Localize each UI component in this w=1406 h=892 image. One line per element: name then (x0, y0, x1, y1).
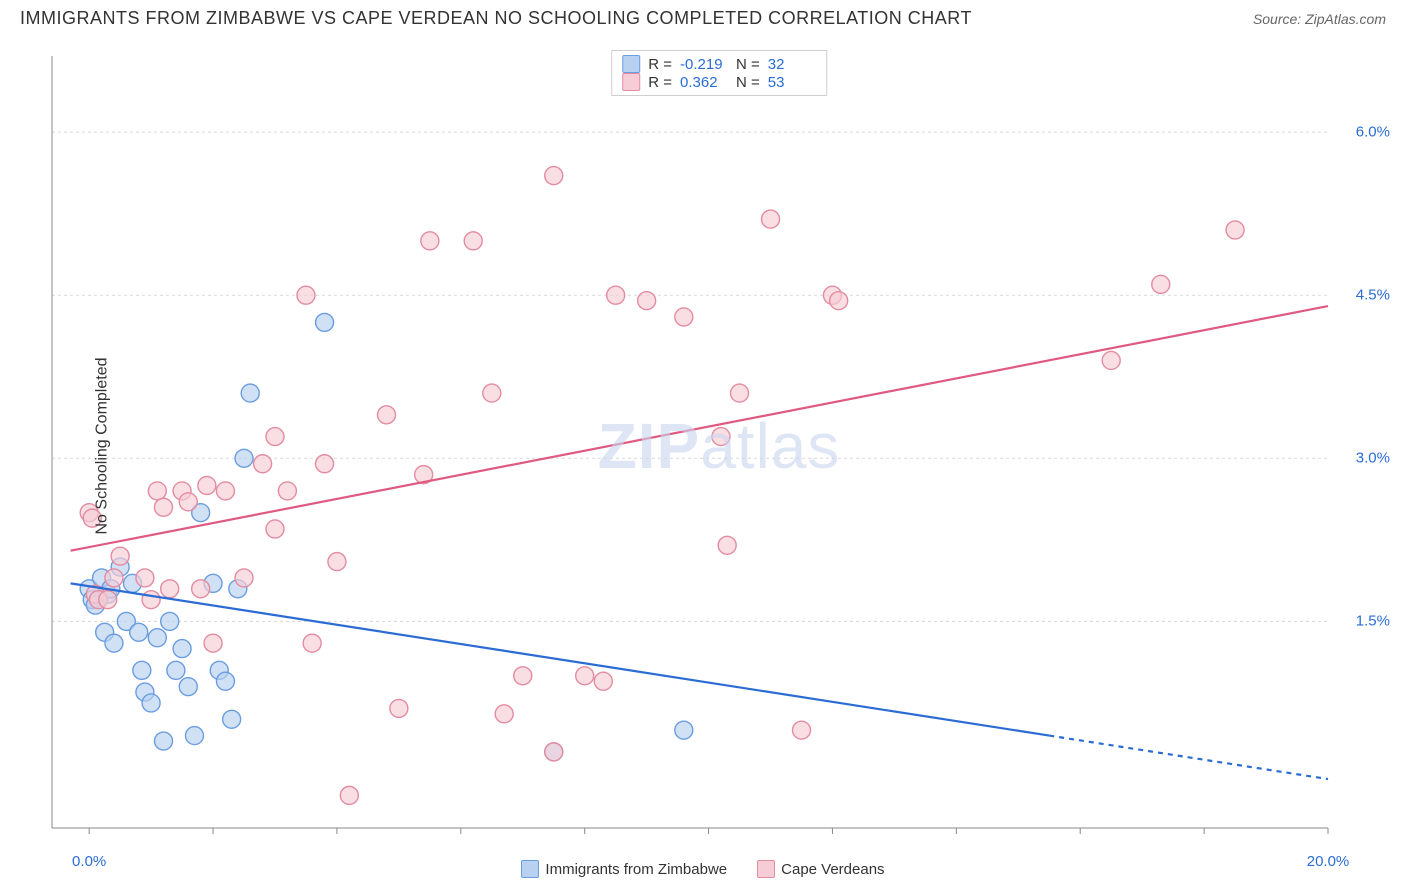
source-prefix: Source: (1253, 11, 1305, 27)
source-attribution: Source: ZipAtlas.com (1253, 11, 1386, 27)
series-legend: Immigrants from Zimbabwe Cape Verdeans (0, 860, 1406, 878)
y-tick-label: 4.5% (1356, 287, 1390, 304)
legend-item-zimbabwe: Immigrants from Zimbabwe (521, 860, 727, 878)
n-label: N = (736, 74, 760, 91)
r-label: R = (648, 56, 672, 73)
chart-title: IMMIGRANTS FROM ZIMBABWE VS CAPE VERDEAN… (20, 8, 972, 29)
legend-swatch (757, 860, 775, 878)
y-tick-label: 6.0% (1356, 124, 1390, 141)
chart-area: No Schooling Completed ZIPatlas R =-0.21… (50, 46, 1388, 846)
legend-swatch (622, 73, 640, 91)
r-value: -0.219 (680, 56, 728, 73)
source-name: ZipAtlas.com (1305, 11, 1386, 27)
n-value: 53 (768, 74, 816, 91)
corr-row-capeverde: R = 0.362 N = 53 (622, 73, 816, 91)
legend-label: Cape Verdeans (781, 861, 884, 878)
r-value: 0.362 (680, 74, 728, 91)
y-tick-label: 3.0% (1356, 450, 1390, 467)
corr-row-zimbabwe: R = -0.219 N = 32 (622, 55, 816, 73)
y-tick-label: 1.5% (1356, 613, 1390, 630)
correlation-legend: R = -0.219 N = 32 R = 0.362 N = 53 (611, 50, 827, 96)
r-label: R = (648, 74, 672, 91)
legend-swatch (521, 860, 539, 878)
legend-item-capeverde: Cape Verdeans (757, 860, 884, 878)
legend-swatch (622, 55, 640, 73)
n-value: 32 (768, 56, 816, 73)
scatter-plot-svg (50, 46, 1388, 846)
y-axis-label: No Schooling Completed (94, 358, 112, 535)
n-label: N = (736, 56, 760, 73)
legend-label: Immigrants from Zimbabwe (545, 861, 727, 878)
